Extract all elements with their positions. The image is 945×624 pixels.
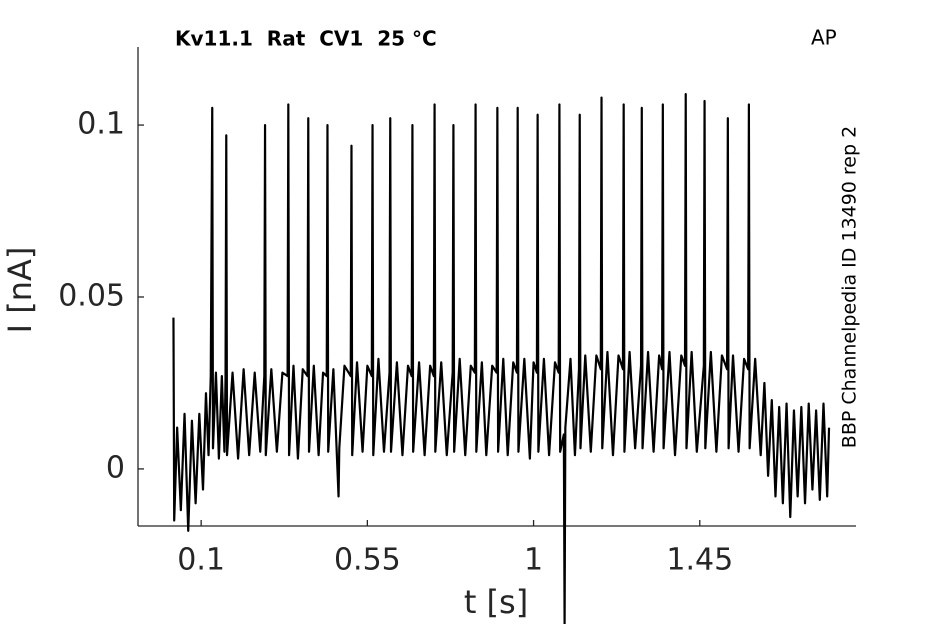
chart-title: Kv11.1 Rat CV1 25 °C [175, 27, 437, 51]
annotation: AP [811, 26, 837, 50]
trace [172, 93, 831, 624]
x-tick-label: 1.45 [666, 543, 733, 578]
y-tick-label: 0.05 [58, 278, 125, 313]
x-tick-label: 0.55 [334, 543, 401, 578]
x-axis-label: t [s] [464, 583, 528, 621]
y-tick-label: 0.1 [77, 107, 125, 142]
y-axis-label: I [nA] [1, 247, 39, 334]
y-tick-label: 0 [106, 450, 125, 485]
x-tick-label: 0.1 [177, 543, 225, 578]
side-label: BBP Channelpedia ID 13490 rep 2 [839, 126, 861, 448]
x-tick-label: 1 [524, 543, 543, 578]
